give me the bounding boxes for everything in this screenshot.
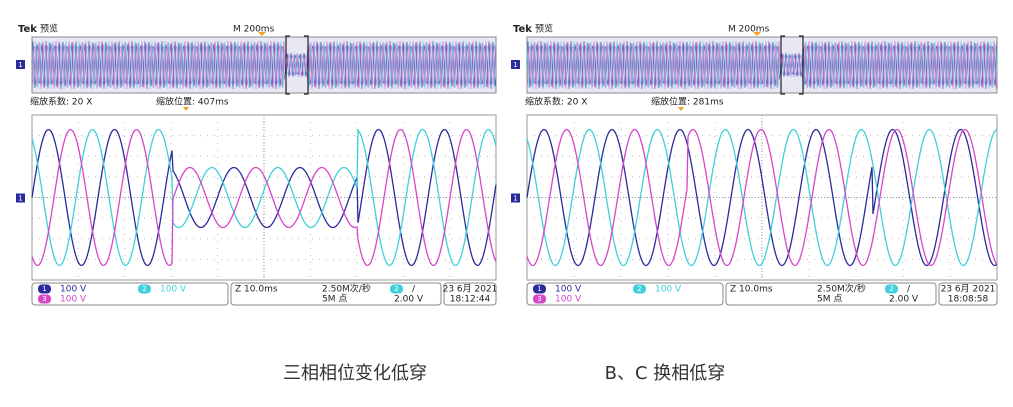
ground-badge — [511, 60, 520, 69]
ground-badge — [511, 193, 520, 203]
channel-id: 1 — [42, 285, 46, 293]
waveform — [526, 128, 998, 267]
waveform — [526, 128, 998, 267]
time: 18:08:58 — [948, 295, 989, 305]
status-timing — [725, 282, 937, 306]
trigger-channel: 2 — [394, 285, 398, 293]
channel-scale: 100 V — [160, 285, 187, 295]
trigger-marker — [753, 32, 761, 36]
trigger-marker — [258, 32, 266, 36]
channel-scale: 100 V — [655, 285, 682, 295]
channel-scale: 100 V — [60, 295, 87, 305]
ground-label: 1 — [513, 61, 517, 69]
sample-rate: 2.50M次/秒 — [322, 283, 371, 295]
zoom-bracket — [780, 35, 804, 95]
status-channels — [31, 282, 229, 306]
channel-badge — [633, 284, 646, 294]
mode: 预览 — [535, 23, 553, 35]
waveform — [31, 128, 497, 267]
zoom-position: 缩放位置: 281ms — [651, 96, 724, 108]
horizontal: Z 10.0ms — [235, 285, 278, 295]
waveform — [526, 128, 998, 267]
channel-id: 2 — [637, 285, 641, 293]
channel-badge — [533, 284, 546, 294]
trigger-slope: / — [907, 285, 911, 295]
channel-badge — [138, 284, 151, 294]
channel-scale: 100 V — [60, 285, 87, 295]
channel-id: 1 — [537, 285, 541, 293]
trigger-slope: / — [412, 285, 416, 295]
zoom-factor: 缩放系数: 20 X — [525, 96, 587, 108]
ground-badge — [16, 60, 25, 69]
date: 23 6月 2021 — [941, 284, 996, 295]
waveform — [31, 128, 497, 267]
trigger-badge — [390, 284, 403, 294]
zoom-position: 缩放位置: 407ms — [156, 96, 229, 108]
trigger-level: 2.00 V — [889, 295, 919, 305]
timebase: M 200ms — [728, 25, 770, 35]
ground-label: 1 — [18, 61, 22, 69]
trigger-channel: 2 — [889, 285, 893, 293]
brand: Tek — [513, 24, 532, 35]
timebase: M 200ms — [233, 25, 275, 35]
record-length: 5M 点 — [817, 294, 842, 305]
channel-id: 3 — [537, 295, 541, 303]
trigger-level: 2.00 V — [394, 295, 424, 305]
status-timing — [230, 282, 442, 306]
time: 18:12:44 — [450, 295, 491, 305]
channel-badge — [533, 294, 546, 304]
status-date — [443, 282, 497, 306]
ground-badge — [16, 193, 25, 203]
ground-label: 1 — [18, 195, 22, 203]
record-length: 5M 点 — [322, 294, 347, 305]
channel-scale: 100 V — [555, 285, 582, 295]
date: 23 6月 2021 — [443, 284, 498, 295]
zoom-marker — [678, 107, 684, 111]
zoom-bracket — [285, 35, 309, 95]
overview-wave — [31, 40, 497, 90]
channel-id: 2 — [142, 285, 146, 293]
caption: 三相相位变化低穿 — [283, 363, 427, 384]
mode: 预览 — [40, 23, 58, 35]
sample-rate: 2.50M次/秒 — [817, 283, 866, 295]
trigger-badge — [885, 284, 898, 294]
caption: B、C 换相低穿 — [605, 363, 726, 384]
overview-wave — [31, 41, 497, 90]
ground-label: 1 — [513, 195, 517, 203]
zoom-factor: 缩放系数: 20 X — [30, 96, 92, 108]
status-channels — [526, 282, 724, 306]
waveform — [31, 128, 497, 267]
zoom-marker — [183, 107, 189, 111]
channel-scale: 100 V — [555, 295, 582, 305]
status-date — [938, 282, 998, 306]
overview-wave — [526, 40, 998, 90]
channel-id: 3 — [42, 295, 46, 303]
channel-badge — [38, 284, 51, 294]
channel-badge — [38, 294, 51, 304]
horizontal: Z 10.0ms — [730, 285, 773, 295]
brand: Tek — [18, 24, 37, 35]
